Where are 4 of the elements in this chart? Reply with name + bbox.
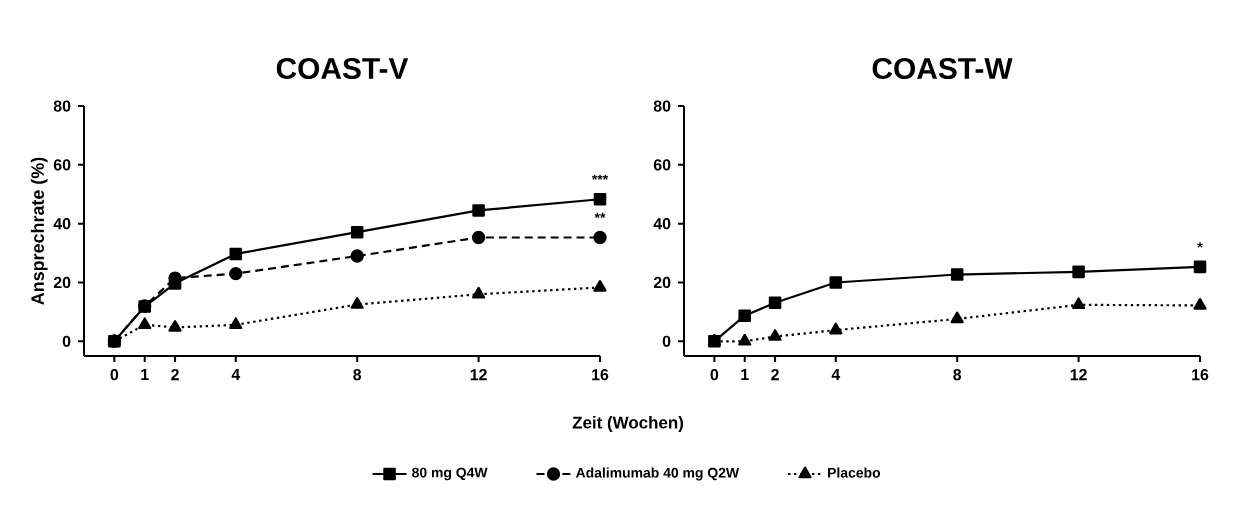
chart-title: COAST-W [872, 57, 1013, 80]
y-axis-title: Ansprechrate (%) [30, 157, 48, 305]
x-axis-title: Zeit (Wochen) [572, 416, 683, 432]
chart-title: COAST-V [276, 57, 409, 80]
